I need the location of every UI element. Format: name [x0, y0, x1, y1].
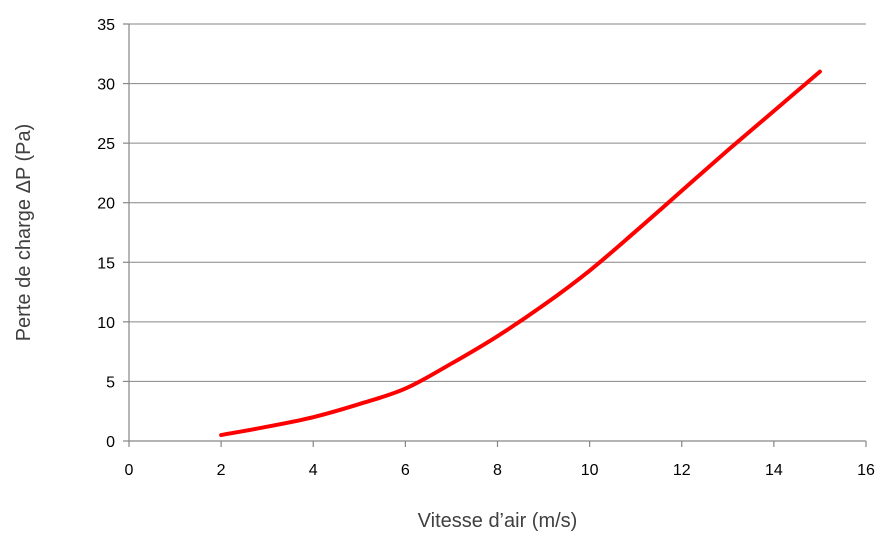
x-tick-labels: 0 2 4 6 8 10 12 14 16: [125, 462, 875, 479]
x-tick-label: 8: [493, 462, 502, 479]
y-tick-labels: 0 5 10 15 20 25 30 35: [97, 17, 115, 451]
y-axis-title: Perte de charge ΔP (Pa): [13, 124, 35, 342]
x-tick-label: 16: [857, 462, 875, 479]
x-tick-label: 12: [673, 462, 691, 479]
y-tick-label: 10: [97, 315, 115, 332]
x-tick-label: 14: [765, 462, 783, 479]
y-tick-label: 35: [97, 17, 115, 34]
x-tick-label: 4: [309, 462, 318, 479]
x-tick-label: 2: [217, 462, 226, 479]
x-axis-title: Vitesse d’air (m/s): [418, 510, 578, 532]
y-tick-label: 5: [106, 374, 115, 391]
y-tick-label: 15: [97, 255, 115, 272]
x-tick-label: 10: [581, 462, 599, 479]
y-tick-label: 25: [97, 136, 115, 153]
series-line-0: [219, 69, 822, 438]
y-tick-label: 20: [97, 196, 115, 213]
horizontal-gridlines: [129, 23, 866, 382]
series-layer: [219, 69, 822, 438]
y-tick-label: 30: [97, 77, 115, 94]
y-tick-label: 0: [106, 434, 115, 451]
chart-axes: [128, 24, 866, 442]
x-tick-label: 6: [401, 462, 410, 479]
x-tick-label: 0: [125, 462, 134, 479]
axis-ticks: [123, 23, 867, 447]
